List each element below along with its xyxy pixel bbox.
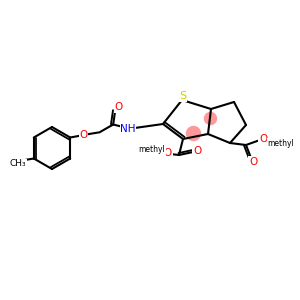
Text: O: O	[249, 157, 257, 167]
Text: O: O	[114, 103, 122, 112]
Text: methyl: methyl	[139, 146, 165, 154]
Text: O: O	[79, 130, 87, 140]
Text: methyl: methyl	[268, 139, 294, 148]
Circle shape	[205, 112, 217, 124]
Text: O: O	[259, 134, 267, 144]
Circle shape	[187, 127, 200, 140]
Text: S: S	[179, 91, 187, 101]
Text: CH₃: CH₃	[10, 159, 26, 168]
Text: O: O	[164, 148, 172, 158]
Text: NH: NH	[120, 124, 136, 134]
Text: O: O	[193, 146, 201, 156]
